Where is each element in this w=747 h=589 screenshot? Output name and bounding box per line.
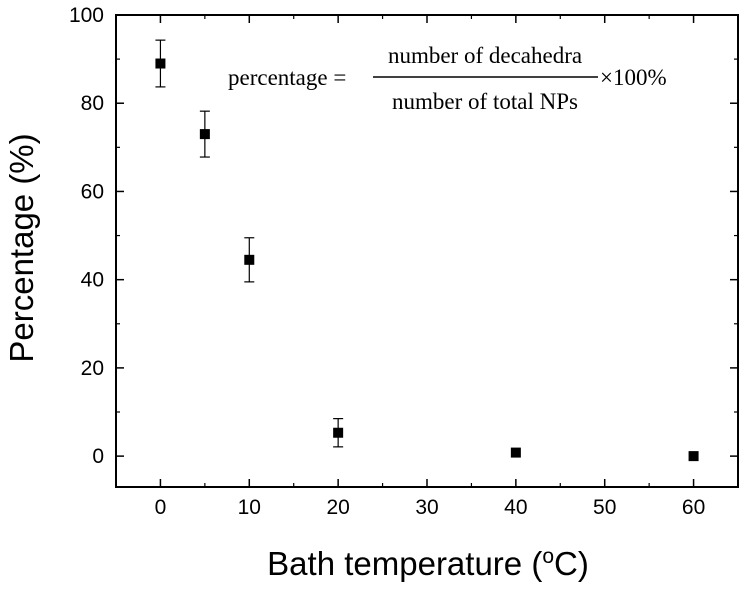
y-tick-label: 100 — [69, 4, 104, 27]
x-tick-label: 30 — [415, 496, 438, 519]
error-bars — [155, 39, 344, 448]
x-tick-label: 50 — [593, 496, 616, 519]
y-tick-label: 20 — [81, 357, 104, 380]
y-axis-tick-labels: 0 20 40 60 80 100 — [69, 4, 104, 468]
x-axis-title: Bath temperature (oC) — [267, 545, 589, 582]
formula-rhs: ×100% — [600, 65, 667, 90]
y-tick-label: 0 — [92, 445, 104, 468]
data-point — [333, 427, 344, 438]
x-axis-title-main: Bath temperature ( — [267, 545, 542, 582]
y-tick-label: 40 — [81, 269, 104, 292]
formula-numerator: number of decahedra — [388, 43, 582, 68]
y-tick-label: 60 — [81, 180, 104, 203]
x-axis-tick-labels: 0 10 20 30 40 50 60 — [155, 496, 706, 519]
x-axis-title-unit: C) — [554, 545, 589, 582]
y-tick-label: 80 — [81, 92, 104, 115]
x-axis-title-degree: o — [542, 545, 554, 568]
data-point — [510, 447, 521, 458]
x-tick-label: 20 — [326, 496, 349, 519]
data-point — [688, 451, 699, 462]
y-axis-title: Percentage (%) — [3, 133, 40, 362]
x-tick-label: 40 — [504, 496, 527, 519]
data-point — [155, 58, 166, 69]
x-tick-label: 10 — [238, 496, 261, 519]
x-tick-label: 60 — [682, 496, 705, 519]
x-tick-label: 0 — [155, 496, 167, 519]
data-points — [155, 58, 699, 462]
formula-annotation: percentage = number of decahedra number … — [228, 43, 667, 114]
formula-lhs: percentage = — [228, 65, 346, 90]
x-axis-ticks — [115, 15, 739, 487]
y-axis-ticks — [116, 14, 738, 457]
data-point — [199, 129, 210, 140]
data-point — [244, 254, 255, 265]
formula-denominator: number of total NPs — [392, 89, 578, 114]
